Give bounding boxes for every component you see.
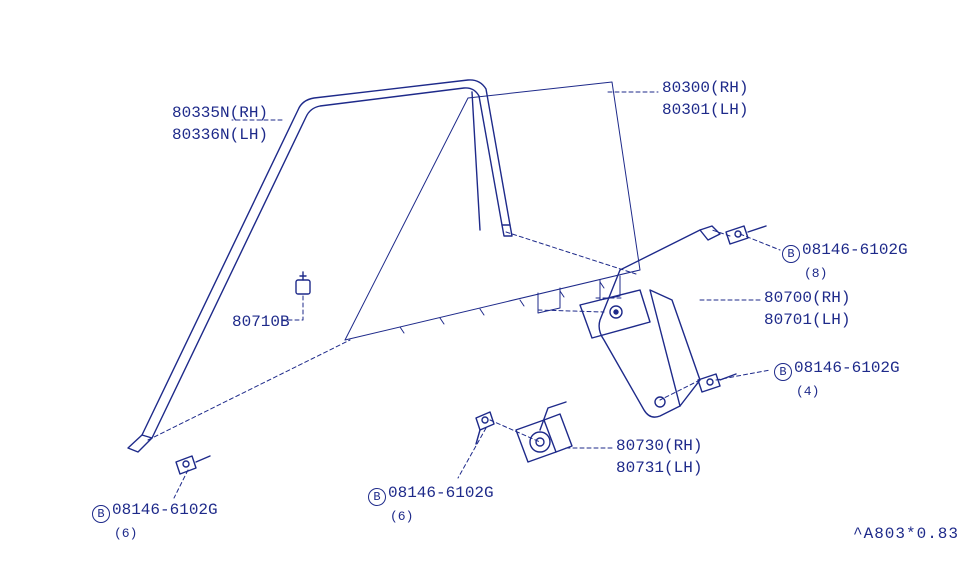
label-glass-run: 80335N(RH) 80336N(LH): [172, 103, 268, 146]
label-regulator: 80700(RH) 80701(LH): [764, 288, 850, 331]
label-bolt-a: B08146-6102G (8): [782, 240, 908, 285]
bolt-lower-left: [176, 456, 210, 474]
label-motor: 80730(RH) 80731(LH): [616, 436, 702, 479]
bolt-motor: [476, 412, 494, 444]
part-motor: [516, 402, 572, 462]
label-bolt-d: B08146-6102G (6): [92, 500, 218, 545]
diagram-reference: ^A803*0.83: [853, 524, 959, 546]
bolt-upper-right: [726, 226, 766, 244]
label-clip: 80710B: [232, 312, 290, 334]
label-bolt-c: B08146-6102G (6): [368, 483, 494, 528]
part-regulator: [580, 226, 720, 417]
bolt-mid-right: [698, 374, 736, 392]
label-bolt-b: B08146-6102G (4): [774, 358, 900, 403]
label-door-glass: 80300(RH) 80301(LH): [662, 78, 748, 121]
part-clip: [296, 272, 310, 294]
